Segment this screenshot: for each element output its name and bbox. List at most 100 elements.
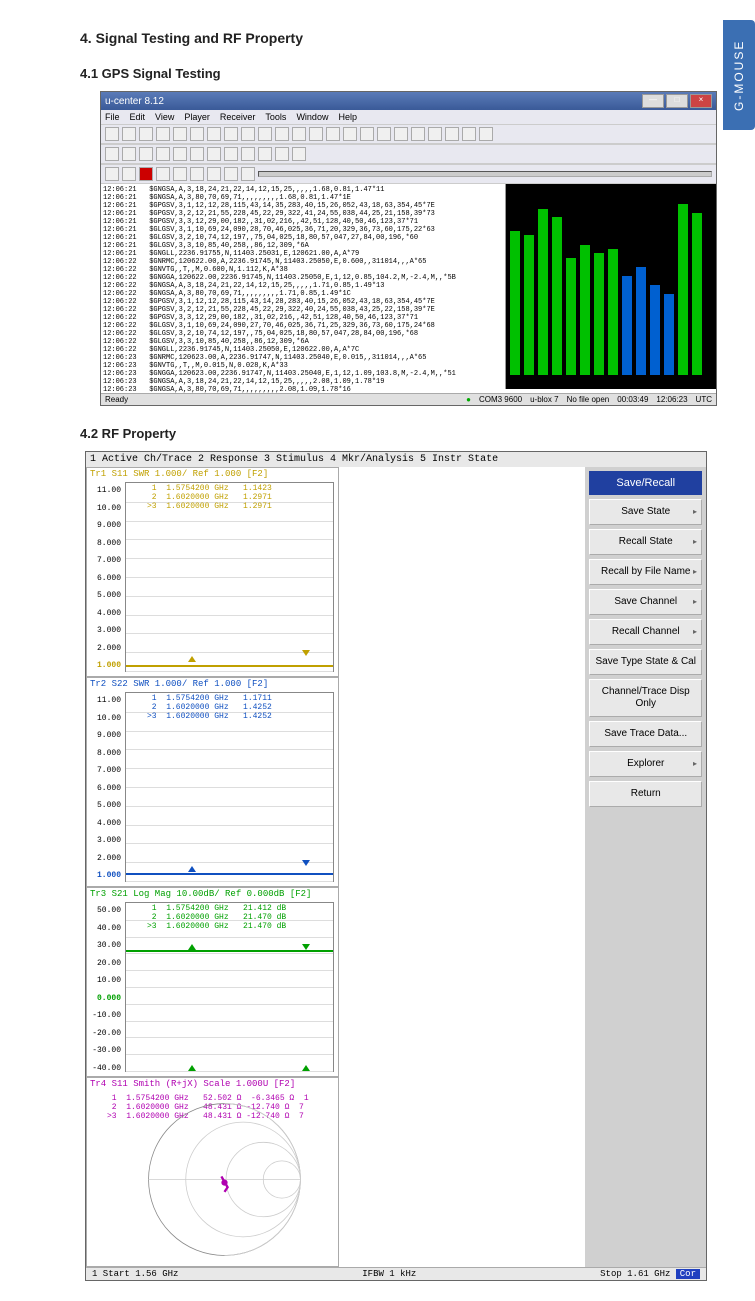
toolbar-icon[interactable] xyxy=(428,127,442,141)
progress-slider[interactable] xyxy=(258,171,712,177)
menu-item[interactable]: Tools xyxy=(265,112,286,122)
ucenter-window: u-center 8.12 — □ × File Edit View Playe… xyxy=(100,91,717,406)
toolbar-icon[interactable] xyxy=(173,147,187,161)
ucenter-toolbar-2 xyxy=(101,144,716,164)
toolbar-icon[interactable] xyxy=(258,147,272,161)
toolbar-icon[interactable] xyxy=(241,167,255,181)
toolbar-icon[interactable] xyxy=(156,167,170,181)
toolbar-icon[interactable] xyxy=(411,127,425,141)
toolbar-icon[interactable] xyxy=(139,147,153,161)
toolbar-icon[interactable] xyxy=(292,147,306,161)
toolbar-icon[interactable] xyxy=(122,167,136,181)
y-axis-labels: 50.0040.0030.0020.0010.000.000-10.00-20.… xyxy=(91,902,121,1095)
toolbar-icon[interactable] xyxy=(156,147,170,161)
subsection-gps: 4.1 GPS Signal Testing xyxy=(80,66,715,81)
toolbar-icon[interactable] xyxy=(479,127,493,141)
section-title: 4. Signal Testing and RF Property xyxy=(80,30,715,46)
menu-item[interactable]: Help xyxy=(338,112,357,122)
toolbar-icon[interactable] xyxy=(224,147,238,161)
toolbar-icon[interactable] xyxy=(241,127,255,141)
signal-bar xyxy=(622,276,632,375)
vna-explorer-button[interactable]: Explorer xyxy=(589,751,702,777)
signal-chart xyxy=(505,184,716,389)
toolbar-icon[interactable] xyxy=(394,127,408,141)
plot-s11-smith: Tr4 S11 Smith (R+jX) Scale 1.000U [F2] 1… xyxy=(86,1077,339,1267)
ucenter-titlebar: u-center 8.12 — □ × xyxy=(101,92,716,110)
signal-bar xyxy=(650,285,660,375)
record-icon[interactable] xyxy=(139,167,153,181)
toolbar-icon[interactable] xyxy=(275,127,289,141)
toolbar-icon[interactable] xyxy=(173,127,187,141)
max-icon[interactable]: □ xyxy=(666,94,688,108)
toolbar-icon[interactable] xyxy=(190,167,204,181)
ucenter-toolbar-3 xyxy=(101,164,716,184)
toolbar-icon[interactable] xyxy=(207,147,221,161)
signal-bar xyxy=(594,253,604,375)
min-icon[interactable]: — xyxy=(642,94,664,108)
toolbar-icon[interactable] xyxy=(258,127,272,141)
toolbar-icon[interactable] xyxy=(241,147,255,161)
toolbar-icon[interactable] xyxy=(343,127,357,141)
signal-bar xyxy=(538,209,548,375)
menu-item[interactable]: Window xyxy=(296,112,328,122)
close-icon[interactable]: × xyxy=(690,94,712,108)
menu-item[interactable]: View xyxy=(155,112,174,122)
marker-readout-t1: 1 1.5754200 GHz 1.1423 2 1.6020000 GHz 1… xyxy=(147,484,272,511)
trace-title-t3: Tr3 S21 Log Mag 10.00dB/ Ref 0.000dB [F2… xyxy=(87,888,338,900)
toolbar-icon[interactable] xyxy=(190,127,204,141)
toolbar-icon[interactable] xyxy=(173,167,187,181)
vna-corr-badge: Cor xyxy=(676,1269,700,1279)
toolbar-icon[interactable] xyxy=(377,127,391,141)
toolbar-icon[interactable] xyxy=(224,167,238,181)
ucenter-menubar: File Edit View Player Receiver Tools Win… xyxy=(101,110,716,124)
signal-bar xyxy=(664,294,674,375)
toolbar-icon[interactable] xyxy=(462,127,476,141)
vna-channel-disp-button[interactable]: Channel/Trace Disp Only xyxy=(589,679,702,717)
status-utc: UTC xyxy=(696,395,712,404)
toolbar-icon[interactable] xyxy=(224,127,238,141)
signal-bar xyxy=(678,204,688,375)
trace-title-t1: Tr1 S11 SWR 1.000/ Ref 1.000 [F2] xyxy=(87,468,338,480)
toolbar-icon[interactable] xyxy=(190,147,204,161)
vna-save-state-button[interactable]: Save State xyxy=(589,499,702,525)
ucenter-toolbar-1 xyxy=(101,124,716,144)
vna-recall-state-button[interactable]: Recall State xyxy=(589,529,702,555)
toolbar-icon[interactable] xyxy=(326,127,340,141)
toolbar-icon[interactable] xyxy=(445,127,459,141)
trace-title-t4: Tr4 S11 Smith (R+jX) Scale 1.000U [F2] xyxy=(87,1078,338,1090)
y-axis-labels: 11.0010.009.0008.0007.0006.0005.0004.000… xyxy=(91,692,121,885)
menu-item[interactable]: Edit xyxy=(130,112,146,122)
toolbar-icon[interactable] xyxy=(292,127,306,141)
toolbar-icon[interactable] xyxy=(105,127,119,141)
toolbar-icon[interactable] xyxy=(139,127,153,141)
vna-menu: 1 Active Ch/Trace 2 Response 3 Stimulus … xyxy=(86,452,706,467)
marker-readout-t2: 1 1.5754200 GHz 1.1711 2 1.6020000 GHz 1… xyxy=(147,694,272,721)
signal-bar xyxy=(692,213,702,375)
menu-item[interactable]: Receiver xyxy=(220,112,256,122)
plot-s11-swr: Tr1 S11 SWR 1.000/ Ref 1.000 [F2] 11.001… xyxy=(86,467,339,677)
menu-item[interactable]: Player xyxy=(184,112,210,122)
vna-stop-freq: Stop 1.61 GHz xyxy=(600,1269,670,1279)
menu-item[interactable]: File xyxy=(105,112,120,122)
vna-save-channel-button[interactable]: Save Channel xyxy=(589,589,702,615)
vna-recall-file-button[interactable]: Recall by File Name xyxy=(589,559,702,585)
vna-statusbar: 1 Start 1.56 GHz IFBW 1 kHz Stop 1.61 GH… xyxy=(86,1267,706,1280)
toolbar-icon[interactable] xyxy=(105,167,119,181)
toolbar-icon[interactable] xyxy=(207,167,221,181)
y-axis-labels: 11.0010.009.0008.0007.0006.0005.0004.000… xyxy=(91,482,121,675)
vna-save-trace-button[interactable]: Save Trace Data... xyxy=(589,721,702,747)
vna-return-button[interactable]: Return xyxy=(589,781,702,807)
marker-readout-t3: 1 1.5754200 GHz 21.412 dB 2 1.6020000 GH… xyxy=(147,904,286,931)
toolbar-icon[interactable] xyxy=(275,147,289,161)
status-ready: Ready xyxy=(105,395,128,404)
toolbar-icon[interactable] xyxy=(360,127,374,141)
trace-line xyxy=(126,665,333,667)
toolbar-icon[interactable] xyxy=(105,147,119,161)
toolbar-icon[interactable] xyxy=(309,127,323,141)
vna-save-type-button[interactable]: Save Type State & Cal xyxy=(589,649,702,675)
toolbar-icon[interactable] xyxy=(207,127,221,141)
toolbar-icon[interactable] xyxy=(156,127,170,141)
toolbar-icon[interactable] xyxy=(122,147,136,161)
vna-recall-channel-button[interactable]: Recall Channel xyxy=(589,619,702,645)
toolbar-icon[interactable] xyxy=(122,127,136,141)
